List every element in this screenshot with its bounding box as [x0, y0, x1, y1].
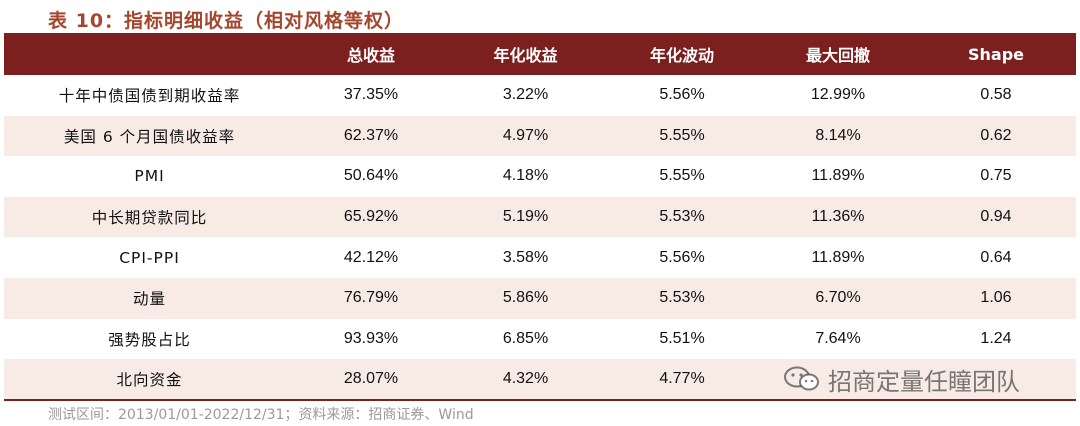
cell-annual-volatility: 5.56%	[659, 86, 705, 104]
table-row: 强势股占比 93.93% 6.85% 5.51% 7.64% 1.24	[4, 318, 1076, 360]
watermark-text: 招商定量任瞳团队	[828, 367, 1020, 396]
cell-total-return: 62.37%	[343, 126, 399, 144]
cell-max-drawdown: 11.36%	[811, 208, 865, 226]
cell-shape: 0.58	[980, 86, 1012, 104]
cell-shape: 0.62	[980, 126, 1012, 144]
cell-total-return: 42.12%	[343, 248, 399, 266]
cell-max-drawdown: 12.99%	[810, 86, 866, 104]
cell-annual-return: 5.19%	[502, 208, 549, 226]
wechat-icon	[784, 366, 819, 391]
cell-annual-return: 3.22%	[502, 86, 549, 104]
table-row: 中长期贷款同比 65.92% 5.19% 5.53% 11.36% 0.94	[4, 196, 1076, 238]
header-annual-volatility: 年化波动	[649, 46, 714, 65]
cell-annual-volatility: 4.77%	[659, 370, 705, 388]
row-name: 北向资金	[116, 371, 183, 390]
cell-annual-volatility: 5.55%	[659, 167, 705, 185]
table-row: CPI-PPI 42.12% 3.58% 5.56% 11.89% 0.64	[4, 237, 1076, 278]
cell-annual-volatility: 5.56%	[659, 248, 705, 266]
row-name: 强势股占比	[108, 330, 191, 349]
header-max-drawdown: 最大回撤	[805, 46, 870, 65]
source-note: 测试区间：2013/01/01-2022/12/31；资料来源：招商证券、Win…	[48, 407, 474, 423]
watermark: 招商定量任瞳团队	[782, 364, 1020, 396]
table-row: 美国 6 个月国债收益率 62.37% 4.97% 5.55% 8.14% 0.…	[4, 115, 1076, 157]
cell-max-drawdown: 8.14%	[815, 126, 861, 144]
row-name: 动量	[132, 290, 166, 309]
cell-annual-return: 3.58%	[502, 248, 549, 266]
row-name: 美国 6 个月国债收益率	[63, 127, 236, 146]
row-name: PMI	[134, 167, 165, 186]
table-title: 表 10：指标明细收益（相对风格等权）	[48, 10, 405, 32]
header-annual-return: 年化收益	[493, 46, 558, 65]
metrics-table: 总收益 年化收益 年化波动 最大回撤 Shape 十年中债国债到期收益率 37.…	[4, 33, 1076, 400]
cell-total-return: 37.35%	[343, 86, 399, 104]
cell-shape: 0.94	[980, 208, 1012, 226]
cell-total-return: 28.07%	[343, 370, 399, 388]
cell-shape: 1.24	[980, 329, 1012, 347]
row-name: 中长期贷款同比	[91, 209, 208, 228]
cell-annual-return: 4.18%	[502, 167, 549, 185]
cell-total-return: 93.93%	[343, 329, 399, 347]
cell-annual-volatility: 5.53%	[659, 289, 705, 307]
row-name: 十年中债国债到期收益率	[58, 87, 241, 106]
table-bottom-border	[4, 399, 1076, 401]
table-header-row: 总收益 年化收益 年化波动 最大回撤 Shape	[4, 33, 1076, 75]
cell-shape: 0.64	[980, 248, 1012, 266]
metrics-table-container: 总收益 年化收益 年化波动 最大回撤 Shape 十年中债国债到期收益率 37.…	[4, 33, 1076, 400]
cell-total-return: 50.64%	[343, 167, 399, 185]
cell-max-drawdown: 11.89%	[811, 167, 865, 185]
cell-annual-return: 5.86%	[502, 289, 549, 307]
cell-annual-return: 4.32%	[502, 370, 549, 388]
header-shape: Shape	[967, 44, 1024, 64]
cell-max-drawdown: 7.64%	[815, 329, 861, 347]
cell-annual-return: 6.85%	[502, 329, 549, 347]
cell-shape: 1.06	[980, 289, 1012, 307]
table-row: 动量 76.79% 5.86% 5.53% 6.70% 1.06	[4, 277, 1076, 319]
table-row: 十年中债国债到期收益率 37.35% 3.22% 5.56% 12.99% 0.…	[4, 75, 1076, 116]
table-row: PMI 50.64% 4.18% 5.55% 11.89% 0.75	[4, 156, 1076, 197]
cell-max-drawdown: 11.89%	[811, 248, 865, 266]
cell-total-return: 65.92%	[343, 208, 399, 226]
cell-max-drawdown: 6.70%	[815, 289, 861, 307]
cell-annual-return: 4.97%	[502, 126, 549, 144]
cell-annual-volatility: 5.51%	[659, 329, 705, 347]
cell-annual-volatility: 5.53%	[659, 208, 705, 226]
row-name: CPI-PPI	[119, 248, 180, 267]
cell-total-return: 76.79%	[343, 289, 399, 307]
table-row: 北向资金 28.07% 4.32% 4.77%	[4, 359, 1076, 400]
header-total-return: 总收益	[346, 46, 395, 65]
cell-annual-volatility: 5.55%	[659, 126, 705, 144]
cell-shape: 0.75	[980, 167, 1012, 185]
header-indicator	[4, 33, 295, 75]
